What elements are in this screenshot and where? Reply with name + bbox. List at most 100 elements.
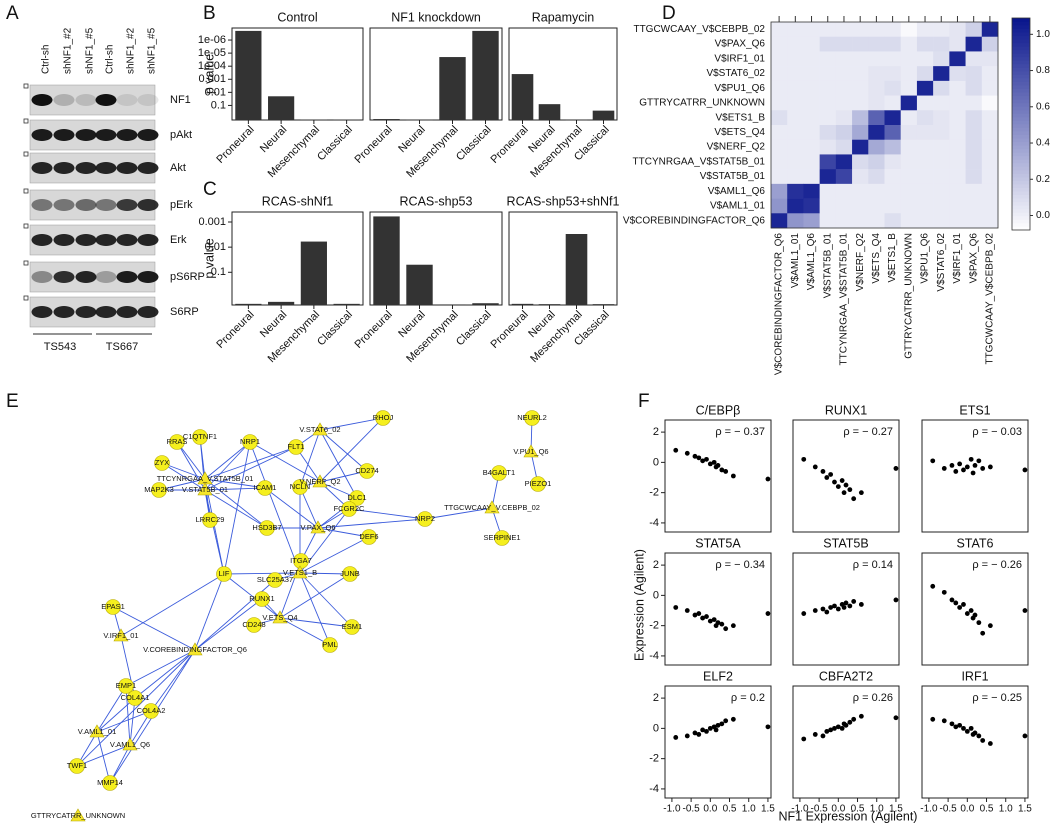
network-edge <box>76 649 196 767</box>
heat-cell <box>835 66 853 82</box>
heat-cell <box>949 198 966 214</box>
plot-frame <box>231 27 364 121</box>
heat-cell <box>835 95 853 111</box>
point <box>715 463 721 468</box>
point <box>715 620 721 626</box>
lane-label: shNF1_#5 <box>147 27 158 74</box>
gene-node <box>361 529 377 545</box>
colorbar-step <box>1012 85 1030 90</box>
heat-cell <box>981 22 999 38</box>
gene-node <box>344 619 360 635</box>
point <box>858 490 864 496</box>
heat-cell <box>916 22 934 38</box>
blot-band <box>116 94 138 106</box>
heat-cell <box>771 125 788 141</box>
point <box>765 611 771 616</box>
heat-cell <box>900 51 918 67</box>
heat-cell <box>884 139 902 155</box>
heat-cell <box>868 169 885 185</box>
point <box>987 623 993 629</box>
colorbar-step <box>1012 141 1030 146</box>
node-label: LRRC29 <box>196 515 225 524</box>
column-label: V$IRF1_01 <box>952 233 963 284</box>
heat-cell <box>852 36 869 52</box>
point <box>801 611 807 616</box>
point <box>820 733 826 739</box>
x-tick-label: -1.0 <box>663 804 681 815</box>
point <box>858 602 864 607</box>
colorbar-label: 0.6 <box>1036 101 1050 112</box>
heat-cell <box>884 125 902 141</box>
gene-node <box>127 690 143 706</box>
colorbar-step <box>1012 49 1030 54</box>
y-tick-label: -2 <box>649 753 659 765</box>
heat-cell <box>819 198 837 214</box>
annotation: ρ = − 0.03 <box>972 426 1022 438</box>
heat-cell <box>819 169 837 185</box>
heat-cell <box>771 66 788 82</box>
motif-node <box>523 444 539 458</box>
plot-frame <box>921 419 1029 533</box>
heat-cell <box>949 110 966 126</box>
colorbar-label: 0.0 <box>1036 210 1050 221</box>
motif-node <box>292 565 308 579</box>
heat-cell <box>900 95 918 111</box>
heat-cell <box>884 154 902 170</box>
gene-node <box>154 455 170 471</box>
colorbar-frame <box>1011 17 1031 231</box>
blot-band <box>95 94 117 106</box>
node-label: B4GALT1 <box>483 468 515 477</box>
gene-node <box>288 439 304 455</box>
heat-cell <box>819 213 837 229</box>
point <box>801 736 807 742</box>
blot-band <box>95 271 117 283</box>
lane-label: Ctrl-sh <box>105 45 116 74</box>
row-label: V$ETS1_B <box>716 112 766 123</box>
colorbar-step <box>1012 194 1030 199</box>
network-edge <box>204 441 251 491</box>
gene-node <box>292 479 308 495</box>
network-edge <box>299 572 331 646</box>
heat-cell <box>981 154 999 170</box>
blot-band <box>31 234 53 246</box>
heat-cell <box>771 198 788 214</box>
y-tick-label: 1e-05 <box>198 47 226 59</box>
colorbar-step <box>1012 145 1030 150</box>
network-edge <box>249 441 301 574</box>
heat-cell <box>852 213 869 229</box>
heat-cell <box>965 183 983 199</box>
heat-cell <box>771 80 788 96</box>
gene-node <box>417 511 433 527</box>
point <box>893 597 899 603</box>
heat-cell <box>868 22 885 38</box>
network-edge <box>348 508 426 520</box>
point <box>980 630 986 636</box>
point <box>824 609 830 615</box>
heat-cell <box>900 198 918 214</box>
colorbar-step <box>1012 95 1030 100</box>
heat-cell <box>916 110 934 126</box>
heat-cell <box>884 51 902 67</box>
colorbar-step <box>1012 32 1030 37</box>
protein-label: NF1 <box>170 94 191 106</box>
point <box>723 626 729 632</box>
heat-cell <box>787 198 804 214</box>
lane-label: Ctrl-sh <box>41 45 52 74</box>
gene-node <box>143 703 159 719</box>
colorbar-step <box>1012 162 1030 167</box>
blot-marker <box>23 118 29 124</box>
point <box>953 724 959 730</box>
point <box>673 447 679 453</box>
node-label: CD248 <box>242 620 265 629</box>
cell-line-label: TS543 <box>44 341 76 353</box>
y-tick-label: 0.01 <box>205 241 226 253</box>
heat-cell <box>965 154 983 170</box>
heat-cell <box>949 139 966 155</box>
gene-node <box>118 678 134 694</box>
gene-node <box>267 572 283 588</box>
heat-cell <box>949 66 966 82</box>
x-tick-label: 1.5 <box>761 804 775 815</box>
point <box>1022 608 1028 613</box>
annotation: ρ = − 0.37 <box>715 426 765 438</box>
column-label: V$ETS1_B <box>887 233 898 283</box>
